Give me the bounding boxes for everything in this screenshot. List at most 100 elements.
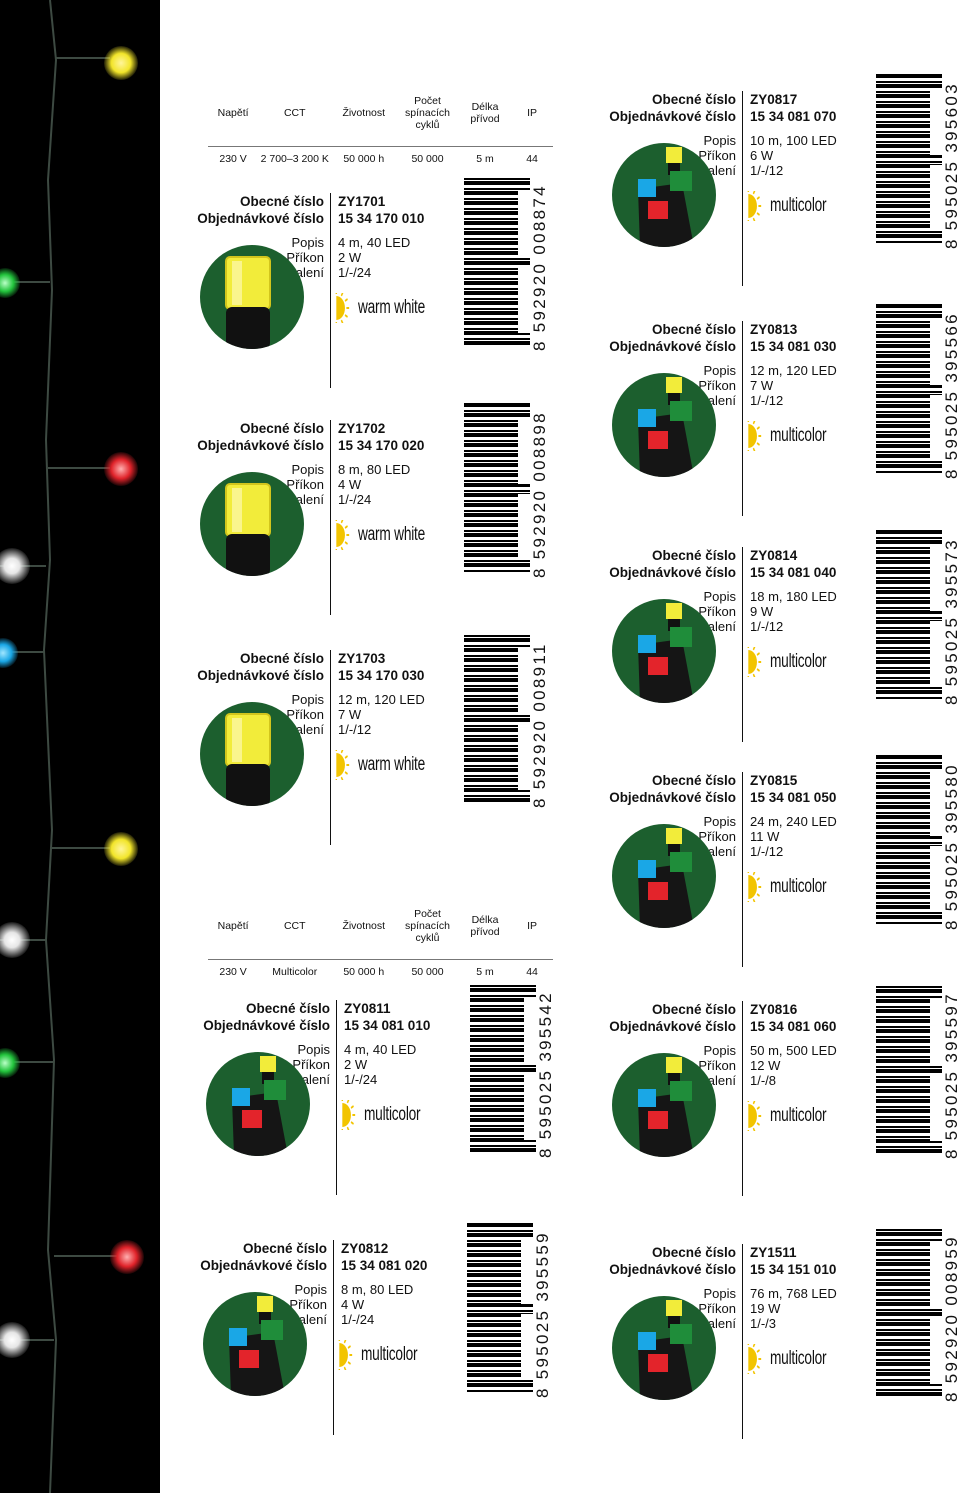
label-objednavkove-cislo: Objednávkové číslo xyxy=(609,109,736,124)
divider-line xyxy=(742,1244,743,1439)
order-number: 15 34 081 050 xyxy=(750,790,837,805)
label-objednavkove-cislo: Objednávkové číslo xyxy=(197,668,324,683)
spec-header: Životnost xyxy=(331,80,397,147)
label-objednavkove-cislo: Objednávkové číslo xyxy=(609,339,736,354)
barcode: 8 595025 395542 xyxy=(470,968,560,1158)
product-card: Obecné číslo Objednávkové číslo Popis Příko… xyxy=(200,1223,643,1450)
label-prikon: Příkon xyxy=(286,250,324,265)
divider-line xyxy=(742,1001,743,1196)
barcode: 8 595025 395559 xyxy=(467,1208,557,1398)
barcode-graphic xyxy=(876,304,944,473)
barcode-graphic xyxy=(464,635,532,802)
product-code: ZY0814 xyxy=(750,548,798,563)
power-value: 9 W xyxy=(750,604,774,619)
spec-value: 50 000 xyxy=(411,153,444,165)
product-code: ZY0816 xyxy=(750,1002,798,1017)
power-value: 19 W xyxy=(750,1301,781,1316)
divider-line xyxy=(330,193,331,388)
divider-line xyxy=(330,420,331,615)
product-card: Obecné číslo Objednávkové číslo Popis Příko… xyxy=(609,74,960,301)
spec-value: 44 xyxy=(526,966,538,978)
order-number: 15 34 081 040 xyxy=(750,565,837,580)
label-popis: Popis xyxy=(291,692,324,707)
label-popis: Popis xyxy=(703,1043,736,1058)
product-card: Obecné číslo Objednávkové číslo Popis Příko… xyxy=(197,635,640,860)
barcode-graphic xyxy=(876,986,944,1153)
label-objednavkove-cislo: Objednávkové číslo xyxy=(197,438,324,453)
color-label: multicolor xyxy=(770,1348,827,1369)
spec-header: Napětí xyxy=(208,893,259,960)
barcode-graphic xyxy=(464,178,532,345)
product-card: Obecné číslo Objednávkové číslo Popis Příko… xyxy=(197,178,640,403)
packaging-value: 1/-/24 xyxy=(344,1072,378,1087)
label-prikon: Příkon xyxy=(286,477,324,492)
label-popis: Popis xyxy=(703,814,736,829)
product-code: ZY1701 xyxy=(338,194,386,209)
label-obecne-cislo: Obecné číslo xyxy=(651,1245,736,1260)
blue-bulb xyxy=(0,638,18,668)
barcode-number: 8 592920 008911 xyxy=(530,642,549,808)
barcode-number: 8 595025 395580 xyxy=(942,763,960,930)
product-code: ZY1702 xyxy=(338,421,386,436)
description-value: 18 m, 180 LED xyxy=(750,589,837,604)
label-objednavkove-cislo: Objednávkové číslo xyxy=(197,211,324,226)
label-obecne-cislo: Obecné číslo xyxy=(239,194,324,209)
color-label: multicolor xyxy=(770,425,827,446)
description-value: 4 m, 40 LED xyxy=(344,1042,417,1057)
spec-value: Multicolor xyxy=(272,966,318,978)
label-prikon: Příkon xyxy=(698,829,736,844)
spec-value: 44 xyxy=(526,153,538,165)
green-bulb xyxy=(0,1048,20,1078)
label-prikon: Příkon xyxy=(698,604,736,619)
barcode: 8 595025 395573 xyxy=(876,515,960,705)
label-objednavkove-cislo: Objednávkové číslo xyxy=(609,565,736,580)
label-prikon: Příkon xyxy=(698,1058,736,1073)
label-obecne-cislo: Obecné číslo xyxy=(651,548,736,563)
spec-value: 50 000 h xyxy=(343,966,385,978)
spec-value: 230 V xyxy=(219,153,247,165)
label-prikon: Příkon xyxy=(292,1057,330,1072)
led-thumbnail xyxy=(206,1052,310,1161)
white-bulb xyxy=(0,922,30,958)
order-number: 15 34 081 060 xyxy=(750,1019,837,1034)
spec-header: IP xyxy=(511,893,553,960)
barcode-number: 8 595025 395566 xyxy=(942,312,960,479)
label-obecne-cislo: Obecné číslo xyxy=(239,651,324,666)
color-label: multicolor xyxy=(364,1104,421,1125)
barcode-number: 8 595025 395603 xyxy=(942,82,960,249)
barcode-graphic xyxy=(876,74,944,243)
spec-header: Počet spínacích cyklů xyxy=(396,80,459,147)
led-thumbnail xyxy=(200,702,304,811)
power-value: 2 W xyxy=(338,250,362,265)
led-thumbnail xyxy=(612,143,716,252)
barcode: 8 595025 395603 xyxy=(876,59,960,249)
power-value: 11 W xyxy=(750,829,780,844)
order-number: 15 34 170 020 xyxy=(338,438,425,453)
product-code: ZY0813 xyxy=(750,322,798,337)
label-popis: Popis xyxy=(703,1286,736,1301)
led-thumbnail xyxy=(612,373,716,482)
color-label: multicolor xyxy=(770,876,827,897)
description-value: 50 m, 500 LED xyxy=(750,1043,837,1058)
label-prikon: Příkon xyxy=(698,1301,736,1316)
order-number: 15 34 151 010 xyxy=(750,1262,837,1277)
label-popis: Popis xyxy=(291,462,324,477)
label-obecne-cislo: Obecné číslo xyxy=(651,92,736,107)
yellow-bulb xyxy=(104,832,138,866)
spec-table-multicolor: Napětí CCT Životnost Počet spínacích cyk… xyxy=(208,893,553,984)
spec-header: CCT xyxy=(258,893,332,960)
divider-line xyxy=(330,650,331,845)
red-bulb xyxy=(104,452,138,486)
barcode-number: 8 595025 395542 xyxy=(536,991,555,1158)
label-popis: Popis xyxy=(703,589,736,604)
label-objednavkove-cislo: Objednávkové číslo xyxy=(203,1018,330,1033)
packaging-value: 1/-/12 xyxy=(750,619,784,634)
product-card: Obecné číslo Objednávkové číslo Popis Příko… xyxy=(609,530,960,757)
product-code: ZY0811 xyxy=(344,1001,391,1016)
product-card: Obecné číslo Objednávkové číslo Popis Příko… xyxy=(609,304,960,531)
barcode: 8 595025 395597 xyxy=(876,969,960,1159)
led-thumbnail xyxy=(200,472,304,581)
barcode-number: 8 592920 008874 xyxy=(530,184,549,351)
barcode-number: 8 595025 395597 xyxy=(942,992,960,1159)
spec-header: Životnost xyxy=(331,893,397,960)
